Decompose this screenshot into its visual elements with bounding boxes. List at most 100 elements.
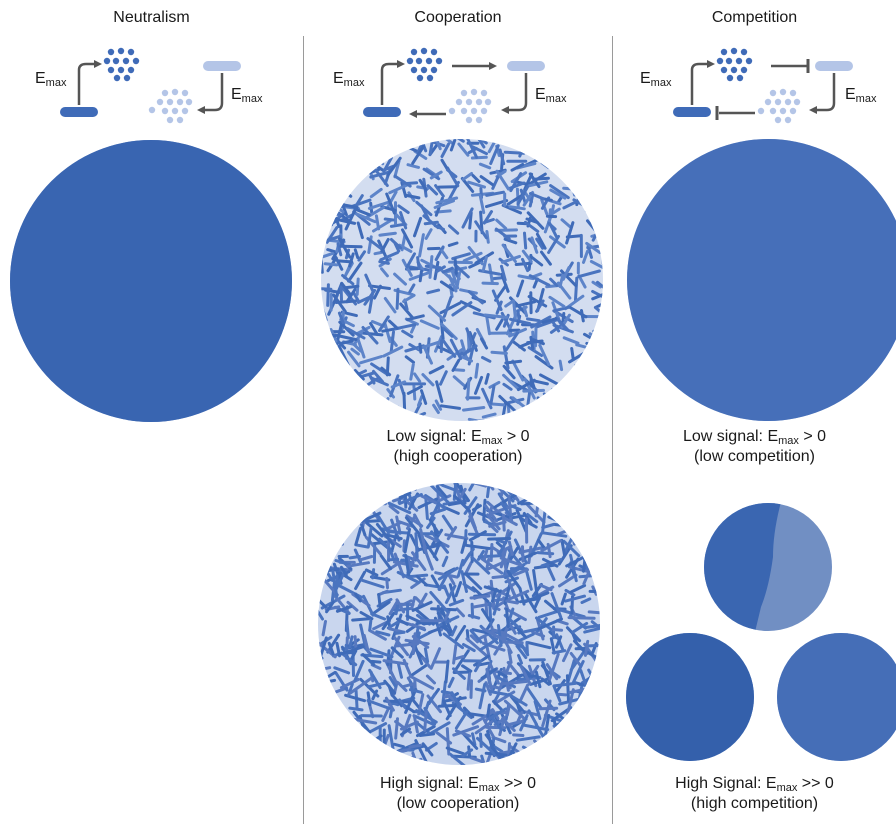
bacterial-rod [588, 487, 600, 496]
bacterial-rod [482, 549, 489, 562]
bacterial-rod [318, 693, 333, 698]
bacterial-rod [348, 252, 355, 268]
bacterial-rod [503, 566, 523, 580]
bacterial-rod [565, 234, 583, 239]
bacterial-rod [478, 162, 492, 170]
bacterial-rod [388, 599, 400, 616]
bacterial-rod [573, 487, 582, 506]
bacterial-rod [341, 171, 356, 178]
bacterial-rod [546, 563, 556, 582]
bacterial-rod [588, 332, 599, 340]
bacterial-rod [424, 264, 442, 270]
bacterial-rod [521, 745, 534, 754]
bacterial-rod [469, 679, 473, 699]
bacterial-rod [504, 359, 523, 365]
bacterial-rod [500, 272, 510, 293]
bacterial-rod [540, 250, 552, 266]
bacterial-rod [387, 546, 396, 561]
bacterial-rod [506, 577, 518, 600]
bacterial-rod [551, 628, 564, 632]
bacterial-rod [475, 139, 486, 149]
bacterial-rod [566, 688, 575, 715]
bacterial-rod [381, 611, 396, 631]
bacterial-rod [409, 362, 415, 381]
bacterial-rod [497, 670, 508, 679]
cooperation-low-signal-colony-image [321, 139, 603, 421]
bacterial-rod [321, 178, 340, 189]
bacterial-rod [507, 540, 514, 556]
bacterial-rod [386, 156, 402, 177]
bacterial-rod [439, 301, 462, 315]
bacterial-rod [579, 483, 598, 493]
bacterial-rod [462, 706, 475, 719]
bacterial-rod [369, 322, 379, 336]
bacterial-rod [353, 248, 360, 259]
bacterial-rod [468, 211, 473, 230]
bacterial-rod [429, 721, 451, 735]
bacterial-rod [446, 347, 464, 361]
bacterial-rod [593, 753, 600, 763]
bacterial-rod [503, 150, 526, 155]
bacterial-rod [529, 378, 549, 386]
bacterial-rod [328, 720, 342, 738]
bacterial-rod [474, 375, 484, 395]
bacterial-rod [467, 417, 487, 421]
bacterial-rod [531, 338, 545, 346]
bacterial-rod [555, 741, 571, 765]
bacterial-rod [385, 483, 413, 489]
bacterial-rod [447, 676, 455, 689]
bacterial-rod [598, 386, 603, 406]
bacterial-rod [429, 591, 449, 614]
bacterial-rod [411, 551, 427, 572]
bacterial-rod [555, 743, 568, 752]
bacterial-rod [468, 515, 480, 538]
bacterial-rod [396, 681, 408, 692]
bacterial-rod [371, 689, 379, 701]
bacterial-rod [490, 350, 508, 355]
competition-low-signal-colony-image [627, 139, 896, 421]
bacterial-rod [570, 744, 589, 757]
bacterial-rod [445, 746, 465, 756]
bacterial-rod [394, 630, 406, 635]
bacterial-rod [318, 546, 334, 561]
bacterial-rod [554, 389, 576, 395]
bacterial-rod [351, 405, 357, 421]
bacterial-rod [551, 392, 562, 413]
bacterial-rod [327, 641, 335, 656]
cooperation-high-signal-caption: High signal: Emax >> 0 (low cooperation) [380, 775, 536, 812]
bacterial-rod [491, 175, 500, 190]
bacterial-rod [418, 732, 436, 737]
bacterial-rod [356, 221, 364, 240]
bacterial-rod [533, 417, 551, 421]
bacterial-rod [588, 728, 600, 739]
bacterial-rod [539, 373, 559, 386]
bacterial-rod [341, 203, 359, 209]
bacterial-rod [557, 486, 573, 492]
bacterial-rod [321, 251, 335, 260]
bacterial-rod [356, 296, 371, 304]
bacterial-rod [574, 708, 590, 719]
bacterial-rod [497, 530, 513, 557]
bacterial-rod [331, 753, 338, 765]
bacterial-rod [452, 725, 480, 737]
bacterial-rod [503, 699, 526, 720]
bacterial-rod [369, 170, 392, 179]
bacterial-rod [382, 345, 404, 358]
bacterial-rod [518, 340, 533, 349]
bacterial-rod [391, 483, 405, 487]
bacterial-rod [495, 218, 508, 230]
bacterial-rod [360, 523, 367, 537]
bacterial-rod [557, 389, 577, 402]
bacterial-rod [564, 483, 588, 487]
bacterial-rod [599, 710, 600, 723]
bacterial-rod [457, 487, 467, 502]
bacterial-rod [594, 306, 603, 324]
bacterial-rod [471, 628, 490, 635]
bacterial-rod [577, 269, 601, 279]
bacterial-rod [499, 556, 523, 567]
bacterial-rod [592, 483, 600, 500]
bacterial-rod [547, 221, 557, 231]
bacterial-rod [505, 608, 510, 629]
bacterial-rod [326, 248, 338, 254]
bacterial-rod [526, 211, 545, 230]
